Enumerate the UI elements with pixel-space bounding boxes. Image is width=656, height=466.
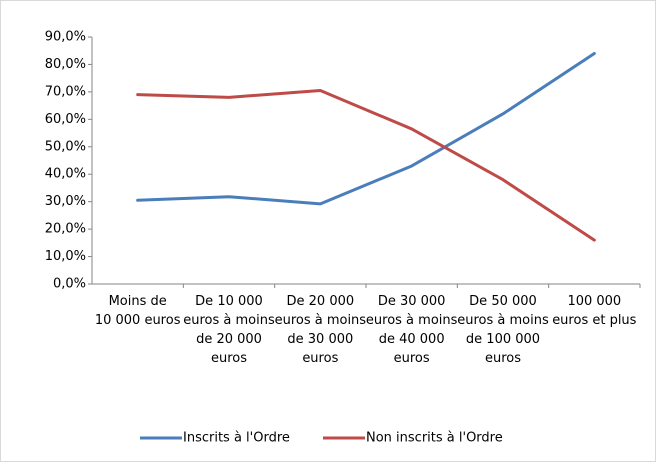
y-tick-label: 20,0% [45,222,86,237]
y-tick-label: 90,0% [45,30,86,45]
x-tick-label: De 50 000 euros à moins de 100 000 euros [457,294,549,366]
y-tick-label: 30,0% [45,194,86,209]
x-tick-label: De 30 000 euros à moins de 40 000 euros [365,294,458,366]
y-tick-label: 70,0% [45,84,86,99]
y-tick-label: 80,0% [45,57,86,72]
y-tick-label: 50,0% [45,139,86,154]
y-tick-label: 0,0% [53,277,86,292]
x-tick-label-box: De 30 000 euros à moins de 40 000 euros [365,294,458,366]
x-tick-label: 100 000 euros et plus [552,294,637,328]
line [136,51,596,206]
x-tick-label-box: Moins de 10 000 euros [94,294,181,328]
x-tick-label: De 20 000 euros à moins de 30 000 euros [274,294,367,366]
legend-label: Inscrits à l'Ordre [183,431,290,446]
legend-label: Non inscrits à l'Ordre [366,431,503,446]
x-tick-label: De 10 000 euros à moins de 20 000 euros [183,294,275,366]
y-tick-label: 40,0% [45,167,86,182]
x-tick-label-box: De 20 000 euros à moins de 30 000 euros [274,294,367,366]
x-tick-label-box: De 10 000 euros à moins de 20 000 euros [183,294,275,366]
x-tick-label: Moins de 10 000 euros [94,294,181,328]
x-tick-label-box: De 50 000 euros à moins de 100 000 euros [457,294,549,366]
y-tick-label: 10,0% [45,249,86,264]
x-tick-label-box: 100 000 euros et plus [552,294,637,328]
line [136,89,596,242]
y-tick-label: 60,0% [45,112,86,127]
